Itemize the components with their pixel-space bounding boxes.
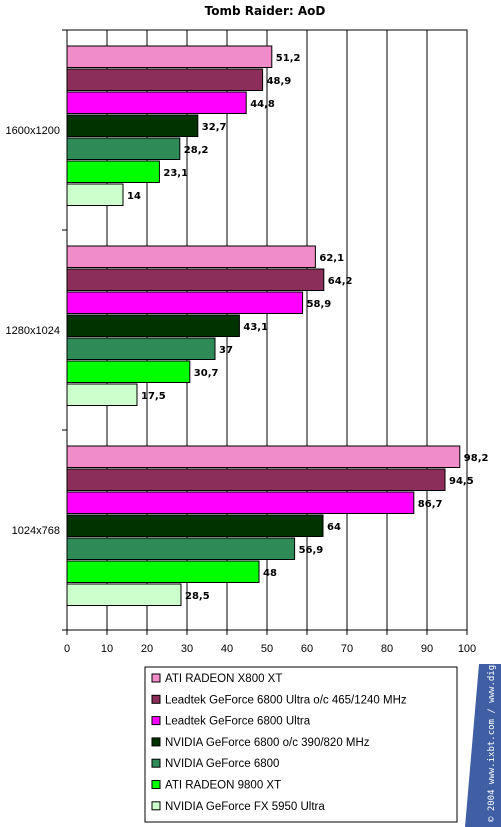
legend-label: ATI RADEON X800 XT (165, 673, 282, 685)
bar-value-label: 32,7 (202, 122, 227, 133)
bar-value-label: 43,1 (243, 322, 268, 333)
bar-value-label: 51,2 (276, 53, 301, 64)
bar-value-label: 94,5 (449, 476, 474, 487)
legend: ATI RADEON X800 XT Leadtek GeForce 6800 U… (144, 666, 458, 823)
category-label: 1024x768 (12, 525, 60, 537)
watermark-text: © 2004 www.ixbt.com / www.digit-life.com (487, 605, 497, 822)
bar (66, 245, 316, 268)
bar (66, 183, 124, 206)
bar (66, 91, 247, 114)
bar-value-label: 64,2 (328, 276, 353, 287)
category-label: 1280x1024 (6, 325, 60, 337)
bar (66, 114, 199, 137)
x-tick-label: 60 (301, 643, 313, 655)
bar-value-label: 17,5 (141, 391, 166, 402)
legend-swatch (151, 780, 161, 789)
bar-value-label: 28,5 (185, 591, 210, 602)
bar-value-label: 58,9 (307, 299, 332, 310)
x-tick-label: 100 (458, 643, 476, 655)
bar (66, 560, 260, 583)
bar-value-label: 28,2 (184, 145, 209, 156)
bar-value-label: 48,9 (267, 76, 292, 87)
bar-value-label: 48 (263, 568, 277, 579)
legend-swatch (151, 801, 161, 811)
x-tick-label: 10 (101, 643, 113, 655)
category-label: 1600x1200 (6, 125, 60, 137)
bar (66, 514, 324, 537)
bar-value-label: 44,8 (250, 99, 275, 110)
legend-swatch (151, 758, 161, 768)
chart-title: Tomb Raider: AoD (205, 4, 326, 18)
bar (66, 314, 240, 337)
bar (66, 537, 296, 560)
x-tick-label: 70 (341, 643, 353, 655)
x-tick-label: 0 (64, 643, 70, 655)
bar (66, 137, 181, 160)
bar-value-label: 30,7 (194, 368, 219, 379)
x-tick-label: 50 (261, 643, 273, 655)
bar (66, 468, 446, 491)
bar (66, 160, 160, 183)
bar-value-label: 56,9 (299, 545, 324, 556)
bar-value-label: 14 (127, 191, 141, 202)
bar (66, 383, 138, 406)
bar (66, 68, 264, 91)
bar (66, 583, 182, 606)
legend-label: ATI RADEON 9800 XT (165, 780, 281, 792)
x-tick-label: 30 (181, 643, 193, 655)
x-tick-label: 90 (421, 643, 433, 655)
bar-value-label: 23,1 (163, 168, 188, 179)
legend-swatch (151, 737, 161, 747)
bar-value-label: 64 (327, 522, 341, 533)
legend-box (144, 666, 458, 823)
bar (66, 337, 216, 360)
bar (66, 491, 415, 514)
bar-value-label: 37 (219, 345, 233, 356)
watermark: © 2004 www.ixbt.com / www.digit-life.com (465, 605, 501, 827)
bar (66, 291, 304, 314)
bar-value-label: 86,7 (418, 499, 443, 510)
bar-value-label: 98,2 (464, 453, 489, 464)
legend-swatch (151, 694, 161, 704)
bar (66, 268, 325, 291)
legend-label: NVIDIA GeForce 6800 o/c 390/820 MHz (165, 737, 370, 749)
x-tick-label: 20 (141, 643, 153, 655)
legend-label: Leadtek GeForce 6800 Ultra o/c 465/1240 … (165, 694, 407, 706)
bar (66, 445, 461, 468)
bar-value-label: 62,1 (319, 253, 344, 264)
bar (66, 360, 191, 383)
legend-label: Leadtek GeForce 6800 Ultra (165, 716, 311, 728)
legend-swatch (151, 673, 161, 683)
x-tick-label: 80 (381, 643, 393, 655)
bar (66, 45, 273, 68)
plot-area: 0 10 20 30 40 50 60 70 80 90 100 1600x1200 1280x1024… (6, 29, 489, 655)
legend-label: NVIDIA GeForce 6800 (165, 758, 279, 770)
x-tick-label: 40 (221, 643, 233, 655)
legend-label: NVIDIA GeForce FX 5950 Ultra (165, 801, 325, 813)
legend-swatch (151, 716, 161, 726)
